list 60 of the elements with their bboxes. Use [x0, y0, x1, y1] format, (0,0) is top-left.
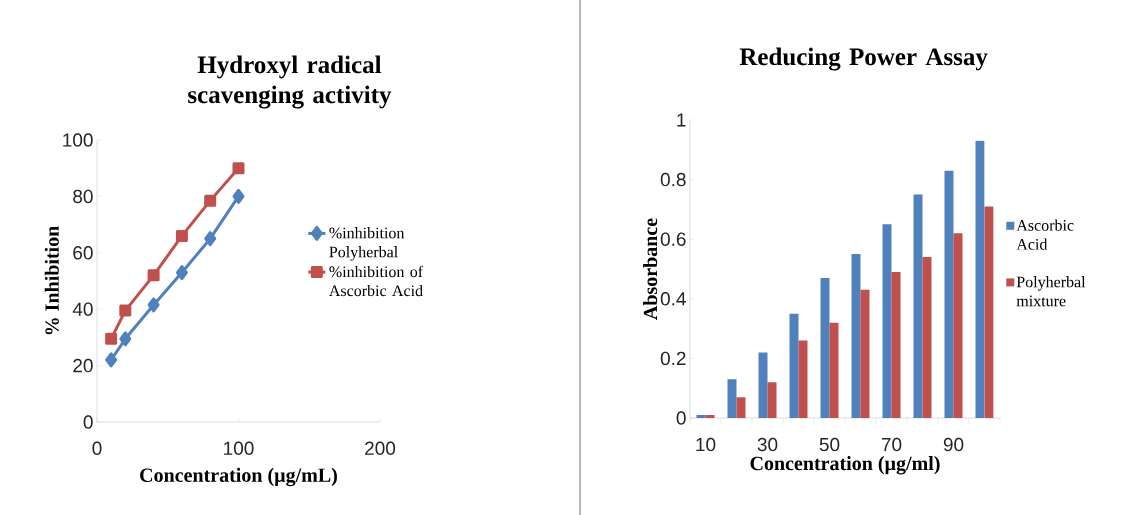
bar	[758, 352, 768, 418]
y-tick-label: 0.2	[660, 351, 686, 366]
chart-title: Hydroxyl radical scavenging activity	[188, 55, 392, 109]
y-tick-label: 1	[677, 113, 686, 127]
x-tick-label: 70	[881, 437, 902, 452]
y-tick-label: 0	[676, 411, 686, 425]
bar	[829, 322, 839, 418]
point	[105, 352, 118, 368]
point	[147, 297, 160, 313]
bar	[944, 170, 954, 418]
bar	[789, 313, 799, 418]
point	[147, 269, 160, 282]
legend-label: Ascorbic Acid	[1016, 219, 1074, 250]
y-tick-label: 0	[83, 415, 93, 429]
point	[119, 304, 132, 317]
y-tick-label: 60	[73, 246, 93, 260]
x-tick-label: 0	[92, 441, 102, 455]
legend-label: Polyherbal mixture	[1016, 276, 1086, 307]
bar	[798, 340, 808, 418]
y-tick-label: 20	[73, 358, 93, 373]
x-axis-title: Concentration (µg/mL)	[140, 467, 337, 487]
point	[232, 188, 245, 204]
y-tick-label: 100	[63, 133, 93, 147]
y-tick-label: 0.4	[660, 292, 686, 306]
bar	[851, 254, 861, 418]
bar	[860, 289, 870, 418]
bar	[891, 271, 901, 418]
point	[175, 229, 188, 242]
x-tick-label: 90	[943, 437, 964, 452]
point	[232, 162, 245, 175]
bar	[953, 233, 963, 418]
bar	[882, 224, 892, 418]
bar	[922, 257, 932, 418]
y-axis-title: % Inhibition	[44, 226, 59, 335]
y-axis-title: Absorbance	[643, 218, 658, 320]
x-tick-label: 10	[696, 437, 716, 452]
bar	[913, 194, 923, 418]
x-axis-title: Concentration (µg/ml)	[750, 456, 940, 475]
point	[119, 331, 132, 347]
bar	[727, 379, 737, 418]
x-tick-label: 50	[819, 437, 840, 452]
y-tick-label: 0.6	[660, 232, 686, 246]
y-tick-label: 40	[72, 302, 93, 316]
chart-title: Reducing Power Assay	[739, 47, 988, 71]
bar	[820, 277, 830, 418]
legend-label: %inhibition of Ascorbic Acid	[329, 265, 424, 297]
x-tick-label: 100	[224, 441, 254, 455]
point	[175, 265, 188, 281]
x-tick-label: 30	[757, 437, 778, 452]
bar	[736, 397, 746, 418]
point	[105, 332, 118, 345]
bar	[696, 415, 706, 418]
x-tick-label: 200	[365, 441, 396, 455]
bar	[705, 415, 715, 418]
legend-label: %inhibition Polyherbal	[329, 227, 405, 261]
y-tick-label: 80	[73, 189, 93, 204]
point	[204, 231, 217, 247]
y-tick-label: 0.8	[660, 172, 686, 187]
point	[204, 194, 217, 207]
bar	[767, 382, 777, 418]
